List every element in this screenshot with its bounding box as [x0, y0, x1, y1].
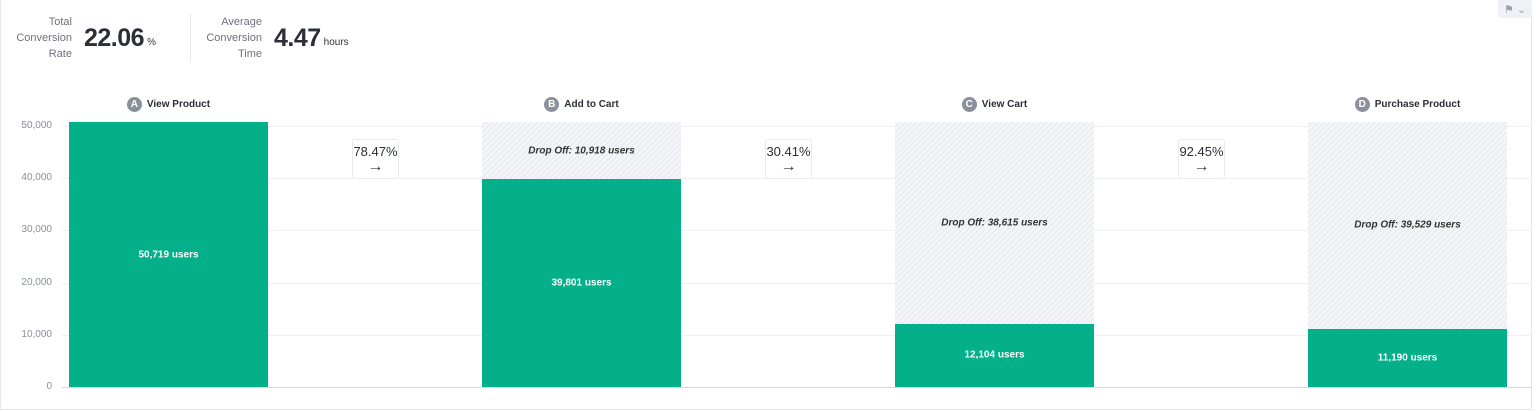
step-label: B Add to Cart: [452, 97, 712, 112]
metric-unit: %: [147, 36, 156, 48]
step-name: Add to Cart: [564, 99, 619, 110]
conversion-rate-box: 78.47% →: [352, 139, 399, 179]
flag-dropdown-button[interactable]: ⚑ ⌄: [1498, 0, 1532, 18]
gridline: [62, 334, 1532, 336]
y-tick-label: 40,000: [21, 172, 52, 184]
step-name: View Product: [146, 99, 211, 110]
conversion-rate: 30.41%: [766, 144, 811, 159]
bar-value-label: 50,719 users: [138, 249, 199, 261]
divider: [190, 14, 191, 62]
y-tick-label: 50,000: [21, 120, 52, 131]
arrow-right-icon: →: [367, 158, 384, 175]
dropoff-area: Drop Off: 38,615 users: [895, 122, 1094, 324]
metric-label: Average Conversion Time: [206, 16, 262, 60]
bar-value-label: 11,190 users: [1377, 352, 1438, 364]
gridline: [62, 230, 1532, 232]
chevron-down-icon: ⌄: [1516, 3, 1527, 16]
conversion-rate-box: 92.45% →: [1178, 139, 1225, 179]
funnel-bar[interactable]: 12,104 users: [895, 323, 1094, 387]
step-label: D Purchase Product: [1278, 97, 1536, 112]
y-tick-label: 10,000: [21, 328, 52, 340]
metric-value: 4.47: [274, 23, 321, 52]
step-badge: B: [544, 97, 560, 112]
y-tick-label: 0: [46, 381, 52, 392]
x-axis-line: [62, 387, 1532, 388]
y-tick-label: 30,000: [21, 224, 52, 236]
y-tick-label: 20,000: [21, 276, 52, 288]
dropoff-label: Drop Off: 38,615 users: [941, 217, 1048, 229]
conversion-rate-box: 30.41% →: [765, 139, 812, 179]
bar-value-label: 39,801 users: [551, 277, 612, 289]
metric-unit: hours: [323, 36, 349, 48]
dropoff-area: Drop Off: 10,918 users: [482, 122, 681, 180]
step-name: View Cart: [981, 99, 1028, 110]
funnel-bar[interactable]: 11,190 users: [1308, 328, 1507, 387]
conversion-rate: 92.45%: [1179, 144, 1224, 159]
dropoff-area: Drop Off: 39,529 users: [1308, 122, 1507, 329]
flag-icon: ⚑: [1503, 3, 1514, 16]
gridline: [62, 126, 1532, 127]
step-name: Purchase Product: [1374, 99, 1461, 110]
step-label: C View Cart: [865, 97, 1125, 112]
step-badge: D: [1354, 97, 1370, 112]
arrow-right-icon: →: [780, 158, 797, 175]
metric-value: 22.06: [84, 23, 145, 52]
step-badge: C: [961, 97, 977, 112]
arrow-right-icon: →: [1193, 158, 1210, 175]
dropoff-label: Drop Off: 39,529 users: [1354, 219, 1461, 231]
dropoff-label: Drop Off: 10,918 users: [528, 145, 635, 157]
metric-label: Total Conversion Rate: [16, 16, 72, 60]
step-badge: A: [126, 97, 142, 112]
funnel-bar[interactable]: 39,801 users: [482, 179, 681, 387]
avg-conversion-time-metric: Average Conversion Time 4.47 hours: [202, 14, 349, 62]
conversion-rate: 78.47%: [353, 144, 398, 159]
total-conversion-metric: Total Conversion Rate 22.06 %: [14, 14, 156, 62]
funnel-bar[interactable]: 50,719 users: [69, 122, 268, 387]
step-label: A View Product: [39, 97, 299, 112]
gridline: [62, 282, 1532, 284]
bar-value-label: 12,104 users: [964, 349, 1025, 361]
